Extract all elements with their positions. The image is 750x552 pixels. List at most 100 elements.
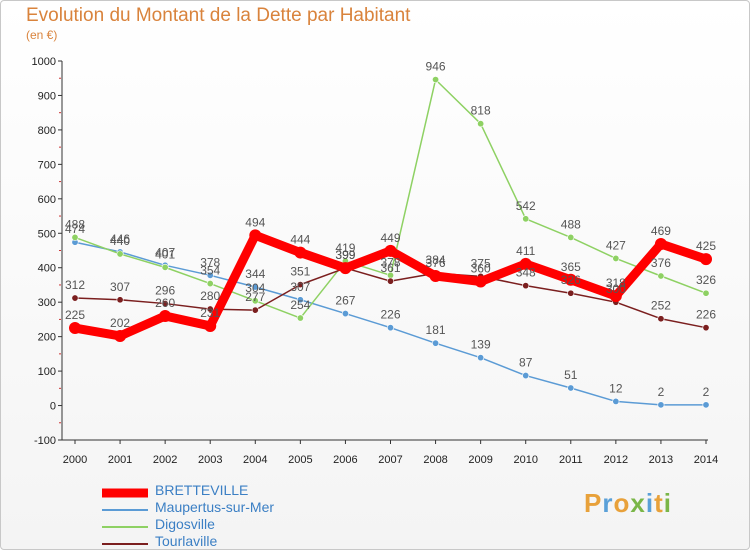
data-label: 307 <box>110 280 130 294</box>
data-label: 375 <box>471 256 491 270</box>
data-label: 818 <box>471 104 491 118</box>
brand-letter: o <box>613 488 631 518</box>
x-tick-label: 2004 <box>243 454 267 466</box>
data-point <box>161 300 169 308</box>
data-point <box>71 233 79 241</box>
data-label: 181 <box>426 323 446 337</box>
data-point <box>204 319 217 332</box>
y-tick-label: 600 <box>38 194 56 206</box>
x-tick-label: 2002 <box>153 454 177 466</box>
data-label: 348 <box>516 266 536 280</box>
data-point <box>341 310 349 318</box>
data-label: 494 <box>245 215 265 229</box>
data-label: 425 <box>696 239 716 253</box>
data-point <box>657 272 665 280</box>
data-label: 226 <box>380 308 400 322</box>
y-tick-label: 1000 <box>32 56 56 68</box>
brand-letter: t <box>654 488 664 518</box>
brand-logo: Proxiti <box>584 488 672 519</box>
data-point <box>159 309 172 322</box>
legend-swatch-bretteville <box>102 488 148 498</box>
x-tick-label: 2012 <box>604 454 628 466</box>
data-label: 139 <box>471 338 491 352</box>
x-tick-label: 2000 <box>63 454 87 466</box>
data-label: 449 <box>380 231 400 245</box>
data-point <box>519 257 532 270</box>
data-point <box>702 324 710 332</box>
data-point <box>612 397 620 405</box>
data-label: 378 <box>200 255 220 269</box>
legend-label-digosville: Digosville <box>155 516 215 532</box>
data-point <box>294 246 307 259</box>
data-point <box>654 237 667 250</box>
data-point <box>609 289 622 302</box>
data-label: 440 <box>110 234 130 248</box>
brand-letter: P <box>584 488 603 518</box>
x-tick-label: 2003 <box>198 454 222 466</box>
chart-title: Evolution du Montant de la Dette par Hab… <box>26 5 411 26</box>
data-point <box>296 296 304 304</box>
data-label: 361 <box>380 261 400 275</box>
data-label: 488 <box>65 217 85 231</box>
data-label: 488 <box>561 217 581 231</box>
data-point <box>386 324 394 332</box>
brand-letter: i <box>663 488 672 518</box>
y-tick-label: 500 <box>38 228 56 240</box>
x-tick-label: 2006 <box>333 454 357 466</box>
data-label: 407 <box>155 245 175 259</box>
data-point <box>477 354 485 362</box>
data-point <box>657 401 665 409</box>
data-label: 401 <box>155 247 175 261</box>
data-label: 376 <box>651 256 671 270</box>
data-label: 378 <box>380 255 400 269</box>
data-label: 254 <box>290 298 310 312</box>
data-label: 87 <box>519 356 533 370</box>
data-label: 411 <box>516 244 535 258</box>
data-point <box>71 294 79 302</box>
data-label: 326 <box>561 273 581 287</box>
data-point <box>567 233 575 241</box>
data-point <box>296 281 304 289</box>
legend-label-tourlaville: Tourlaville <box>155 533 218 549</box>
data-label: 277 <box>245 290 265 304</box>
data-point <box>522 282 530 290</box>
data-point <box>116 296 124 304</box>
y-tick-label: 800 <box>38 125 56 137</box>
data-point <box>432 76 440 84</box>
legend-label-bretteville: BRETTEVILLE <box>155 482 249 498</box>
y-tick-label: 400 <box>38 263 56 275</box>
data-point <box>69 322 81 335</box>
data-label: 427 <box>606 238 626 252</box>
y-tick-label: 700 <box>38 159 56 171</box>
data-label: 399 <box>335 248 355 262</box>
data-point <box>522 372 530 380</box>
y-tick-label: 100 <box>38 366 56 378</box>
x-tick-label: 2008 <box>423 454 447 466</box>
data-point <box>114 329 127 342</box>
x-tick-label: 2007 <box>378 454 402 466</box>
data-point <box>206 305 214 313</box>
data-label: 365 <box>561 260 581 274</box>
data-label: 260 <box>155 296 175 310</box>
chart-subtitle: (en €) <box>26 28 58 42</box>
data-point <box>700 253 712 266</box>
x-tick-label: 2001 <box>108 454 132 466</box>
data-label: 419 <box>335 241 355 255</box>
data-label: 469 <box>651 224 671 238</box>
data-label: 2 <box>703 385 710 399</box>
data-label: 267 <box>335 294 355 308</box>
data-point <box>386 277 394 285</box>
data-point <box>477 120 485 128</box>
data-label: 252 <box>651 299 671 313</box>
data-point <box>339 262 352 275</box>
data-label: 376 <box>426 256 446 270</box>
data-label: 326 <box>696 273 716 287</box>
data-point <box>474 275 487 288</box>
data-point <box>296 314 304 322</box>
y-tick-label: 0 <box>50 401 56 413</box>
x-tick-label: 2010 <box>513 454 537 466</box>
data-label: 12 <box>609 381 623 395</box>
y-tick-label: 300 <box>38 297 56 309</box>
data-label: 300 <box>606 282 626 296</box>
